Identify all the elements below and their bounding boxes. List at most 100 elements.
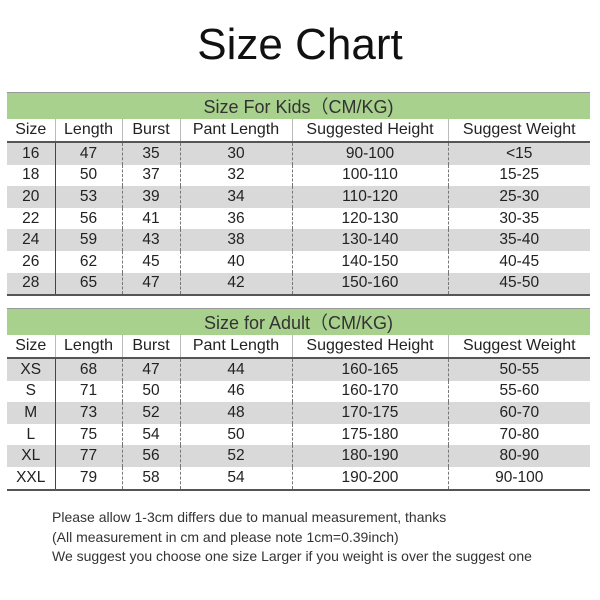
column-header: Length: [54, 119, 122, 143]
table-cell: 50: [121, 380, 180, 403]
table-cell: 70-80: [447, 423, 591, 446]
table-cell: 53: [54, 186, 122, 208]
table-cell: XS: [7, 358, 56, 381]
column-header-row: Size Length Burst Pant Length Suggested Heig…: [7, 119, 590, 143]
column-header: Length: [54, 335, 122, 359]
table-cell: 15-25: [447, 164, 590, 187]
table-cell: 56: [121, 445, 180, 467]
table-cell: 73: [54, 402, 122, 424]
column-header: Pant Length: [179, 335, 292, 359]
table-cell: 40-45: [447, 250, 590, 273]
table-cell: 47: [121, 272, 180, 297]
table-cell: 30: [179, 142, 292, 165]
table-cell: <15: [447, 142, 590, 165]
table-cell: 25-30: [447, 186, 590, 208]
table-cell: 75: [54, 423, 122, 446]
table-cell: 54: [121, 423, 180, 446]
table-cell: 100-110: [291, 164, 448, 187]
table-cell: 34: [179, 186, 292, 208]
note-line: (All measurement in cm and please note 1…: [52, 528, 399, 545]
table-cell: 16: [7, 142, 56, 165]
table-cell: 30-35: [447, 207, 590, 230]
table-cell: 20: [7, 186, 56, 208]
table-cell: 190-200: [291, 466, 448, 491]
table-cell: 47: [121, 358, 180, 381]
column-header: Burst: [121, 335, 180, 359]
table-cell: 160-165: [291, 358, 448, 381]
table-cell: S: [7, 380, 56, 403]
table-row: 18 50 37 32 100-110 15-25: [7, 164, 590, 187]
table-cell: 35-40: [447, 229, 590, 251]
table-cell: 43: [121, 229, 180, 251]
table-row: S 71 50 46 160-170 55-60: [7, 380, 591, 403]
table-cell: 47: [54, 142, 122, 165]
table-cell: 80-90: [447, 445, 591, 467]
table-cell: 50: [54, 164, 122, 187]
notes: Please allow 1-3cm differs due to manual…: [52, 508, 532, 567]
table-cell: 48: [179, 402, 292, 424]
column-header: Size: [7, 335, 55, 359]
adult-table-heading: Size for Adult（CM/KG): [7, 308, 591, 335]
table-cell: 37: [121, 164, 180, 187]
column-header: Suggested Height: [291, 119, 448, 143]
table-row: 22 56 41 36 120-130 30-35: [7, 207, 590, 230]
table-row: 16 47 35 30 90-100 <15: [7, 142, 590, 165]
table-cell: 38: [179, 229, 292, 251]
table-cell: 79: [54, 466, 122, 491]
table-cell: 90-100: [447, 466, 591, 491]
table-cell: 140-150: [291, 250, 448, 273]
table-cell: 58: [121, 466, 180, 491]
page-title: Size Chart: [197, 20, 403, 69]
table-cell: 175-180: [291, 423, 448, 446]
table-cell: 170-175: [291, 402, 448, 424]
column-header: Burst: [121, 119, 180, 143]
table-row: XXL 79 58 54 190-200 90-100: [7, 466, 591, 491]
table-cell: 45: [121, 250, 180, 273]
table-cell: XL: [7, 445, 56, 467]
table-cell: 40: [179, 250, 292, 273]
table-cell: 50-55: [447, 358, 591, 381]
table-cell: 28: [7, 272, 56, 297]
table-cell: 150-160: [291, 272, 448, 297]
table-cell: 77: [54, 445, 122, 467]
table-row: L 75 54 50 175-180 70-80: [7, 423, 591, 446]
column-header: Suggest Weight: [447, 335, 591, 359]
table-cell: 120-130: [291, 207, 448, 230]
table-cell: 41: [121, 207, 180, 230]
table-cell: 42: [179, 272, 292, 297]
kids-table-heading: Size For Kids（CM/KG): [7, 92, 590, 119]
table-cell: 52: [121, 402, 180, 424]
table-cell: 110-120: [291, 186, 448, 208]
table-cell: 52: [179, 445, 292, 467]
table-row: XL 77 56 52 180-190 80-90: [7, 445, 591, 467]
table-cell: 46: [179, 380, 292, 403]
table-cell: 62: [54, 250, 122, 273]
adult-size-table: Size for Adult（CM/KG) Size Length Burst Pan…: [7, 308, 591, 491]
table-cell: 36: [179, 207, 292, 230]
column-header: Suggest Weight: [447, 119, 590, 143]
table-cell: 56: [54, 207, 122, 230]
table-row: 24 59 43 38 130-140 35-40: [7, 229, 590, 251]
table-cell: 65: [54, 272, 122, 297]
table-cell: 44: [179, 358, 292, 381]
table-cell: 68: [54, 358, 122, 381]
table-row: XS 68 47 44 160-165 50-55: [7, 358, 591, 381]
table-cell: XXL: [7, 466, 56, 491]
column-header-row: Size Length Burst Pant Length Suggested Heig…: [7, 335, 591, 359]
kids-size-table: Size For Kids（CM/KG) Size Length Burst Pant…: [7, 92, 590, 297]
table-row: M 73 52 48 170-175 60-70: [7, 402, 591, 424]
table-row: 28 65 47 42 150-160 45-50: [7, 272, 590, 297]
table-cell: 50: [179, 423, 292, 446]
table-cell: M: [7, 402, 56, 424]
table-cell: 22: [7, 207, 56, 230]
table-cell: 35: [121, 142, 180, 165]
table-cell: 60-70: [447, 402, 591, 424]
note-line: We suggest you choose one size Larger if…: [52, 548, 532, 564]
table-cell: 39: [121, 186, 180, 208]
table-cell: 55-60: [447, 380, 591, 403]
table-cell: 130-140: [291, 229, 448, 251]
table-cell: 32: [179, 164, 292, 187]
table-cell: 18: [7, 164, 56, 187]
table-cell: 90-100: [291, 142, 448, 165]
column-header: Pant Length: [179, 119, 292, 143]
